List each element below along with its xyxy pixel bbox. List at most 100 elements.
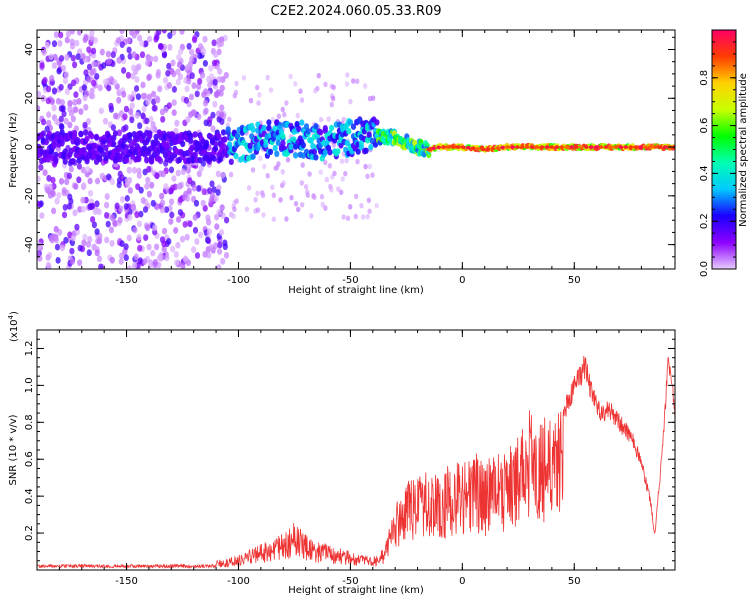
spectrogram-cell bbox=[213, 145, 219, 152]
spectrogram-cell bbox=[235, 132, 241, 139]
spectrogram-cell bbox=[436, 145, 441, 150]
spectrogram-cell bbox=[202, 204, 208, 212]
spectrogram-cell bbox=[105, 220, 111, 228]
spectrogram-cell bbox=[121, 90, 127, 98]
spectrogram-cell bbox=[127, 214, 133, 221]
spectrogram-cell bbox=[160, 116, 166, 123]
spectrogram-cell bbox=[84, 158, 90, 165]
spectrogram-cell bbox=[519, 145, 525, 149]
spectrogram-cell bbox=[170, 59, 176, 67]
spectrogram-cell bbox=[84, 135, 90, 142]
spectrogram-cell bbox=[593, 145, 599, 149]
spectrogram-cell bbox=[197, 157, 203, 164]
spectrogram-cell bbox=[495, 146, 501, 150]
spectrogram-cell bbox=[189, 144, 195, 152]
spectrogram-cell bbox=[250, 167, 256, 173]
spectrogram-cell bbox=[44, 186, 50, 194]
spectrogram-cell bbox=[234, 80, 239, 87]
spectrogram-cell bbox=[250, 153, 256, 160]
spectrogram-cell bbox=[126, 132, 133, 139]
spectrogram-cell bbox=[144, 117, 150, 125]
spectrogram-cell bbox=[134, 76, 140, 83]
colorbar-tick-label: 0.0 bbox=[699, 261, 710, 277]
snr-xtick-label: -150 bbox=[115, 576, 138, 587]
spectrogram-cell bbox=[262, 163, 267, 170]
spectrogram-cell bbox=[83, 69, 89, 77]
spectrogram-cell bbox=[185, 166, 191, 174]
spectrogram-xtick-label: -150 bbox=[115, 275, 138, 286]
spectrogram-cell bbox=[131, 166, 138, 174]
spectrogram-cell bbox=[219, 118, 225, 125]
spectrogram-cell bbox=[431, 146, 437, 151]
spectrogram-cell bbox=[261, 124, 267, 132]
spectrogram-cell bbox=[61, 110, 67, 118]
spectrogram-cell bbox=[62, 148, 68, 155]
spectrogram-cell bbox=[59, 55, 65, 62]
spectrogram-cell bbox=[276, 161, 281, 167]
spectrogram-cell bbox=[311, 148, 317, 155]
spectrogram-cell bbox=[37, 200, 40, 207]
spectrogram-cell bbox=[41, 118, 47, 126]
spectrogram-cell bbox=[153, 35, 159, 43]
spectrogram-cell bbox=[284, 216, 289, 222]
spectrogram-cell bbox=[144, 59, 151, 67]
spectrogram-cell bbox=[166, 102, 172, 109]
spectrogram-cell bbox=[154, 172, 160, 180]
spectrogram-cell bbox=[109, 214, 116, 222]
colorbar-tick-label: 0.4 bbox=[699, 165, 710, 181]
spectrogram-cell bbox=[156, 254, 162, 262]
spectrogram-cell bbox=[217, 76, 223, 83]
spectrogram-cell bbox=[168, 218, 174, 225]
spectrogram-cell bbox=[127, 94, 133, 101]
spectrogram-cell bbox=[161, 227, 168, 235]
spectrogram-cell bbox=[347, 119, 353, 126]
spectrogram-cell bbox=[112, 130, 118, 137]
spectrogram-cell bbox=[500, 145, 505, 150]
spectrogram-ytick-label: 40 bbox=[24, 43, 35, 56]
spectrogram-cell bbox=[129, 116, 135, 124]
spectrogram-cell bbox=[59, 99, 65, 106]
colorbar-tick-label: 0.2 bbox=[699, 213, 710, 229]
spectrogram-cell bbox=[191, 246, 197, 254]
spectrogram-cell bbox=[58, 31, 64, 39]
spectrogram-cell bbox=[228, 171, 234, 178]
spectrogram-cell bbox=[206, 75, 212, 83]
spectrogram-cell bbox=[171, 175, 177, 183]
spectrogram-cell bbox=[197, 52, 203, 60]
spectrogram-cell bbox=[119, 240, 125, 248]
figure-title: C2E2.2024.060.05.33.R09 bbox=[270, 4, 441, 19]
spectrogram-cell bbox=[65, 30, 71, 38]
spectrogram-cell bbox=[300, 142, 306, 149]
spectrogram-cell bbox=[148, 116, 154, 123]
spectrogram-cell bbox=[116, 96, 122, 104]
spectrogram-cell bbox=[74, 39, 80, 47]
spectrogram-cell bbox=[212, 79, 218, 86]
spectrogram-cell bbox=[280, 140, 286, 147]
spectrogram-cell bbox=[168, 198, 175, 206]
spectrogram-cell bbox=[219, 104, 225, 112]
spectrogram-cell bbox=[300, 162, 305, 168]
spectrogram-cell bbox=[132, 262, 138, 269]
spectrogram-cell bbox=[73, 91, 79, 98]
spectrogram-cell bbox=[539, 145, 545, 149]
spectrogram-cell bbox=[348, 98, 353, 105]
spectrogram-cell bbox=[207, 116, 213, 123]
spectrogram-cell bbox=[623, 145, 629, 149]
spectrogram-cell bbox=[192, 214, 198, 221]
spectrogram-cell bbox=[222, 136, 228, 143]
spectrogram-cell bbox=[51, 87, 58, 95]
spectrogram-cell bbox=[182, 255, 189, 263]
spectrogram-cell bbox=[345, 72, 350, 78]
spectrogram-cell bbox=[103, 144, 109, 152]
spectrogram-cell bbox=[293, 152, 299, 159]
spectrogram-cell bbox=[470, 146, 476, 150]
spectrogram-cell bbox=[293, 81, 298, 87]
spectrogram-cell bbox=[46, 174, 52, 182]
spectrogram-cell bbox=[183, 96, 189, 104]
spectrogram-cell bbox=[170, 132, 176, 139]
spectrogram-cell bbox=[82, 94, 88, 102]
spectrogram-cell bbox=[50, 176, 56, 184]
spectrogram-cell bbox=[39, 212, 45, 220]
spectrogram-cell bbox=[89, 133, 95, 140]
spectrogram-cell bbox=[53, 233, 59, 241]
